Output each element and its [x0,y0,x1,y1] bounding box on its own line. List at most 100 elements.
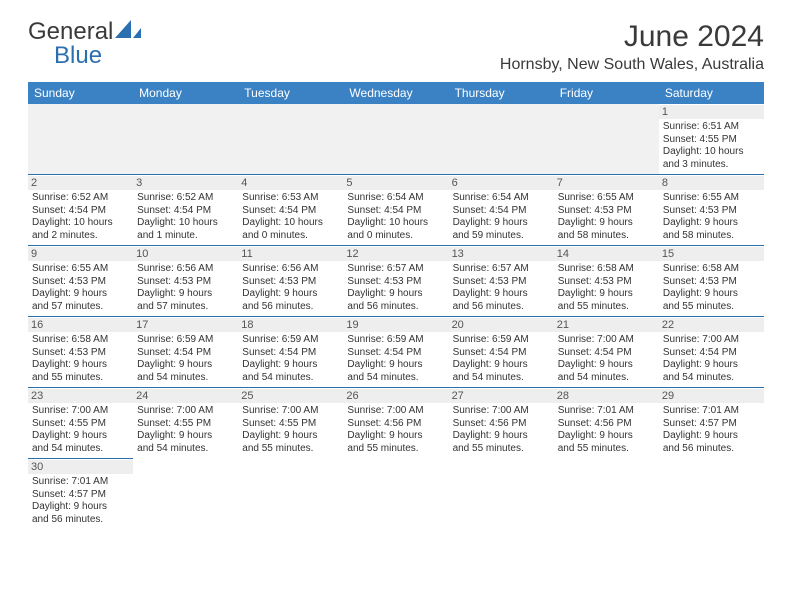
sunset-text: Sunset: 4:53 PM [663,276,760,289]
day2-text: and 58 minutes. [663,230,760,243]
day2-text: and 55 minutes. [453,443,550,456]
day2-text: and 54 minutes. [137,443,234,456]
day2-text: and 54 minutes. [32,443,129,456]
sunset-text: Sunset: 4:54 PM [558,347,655,360]
day1-text: Daylight: 9 hours [558,217,655,230]
sunrise-text: Sunrise: 6:59 AM [453,334,550,347]
sunrise-text: Sunrise: 7:00 AM [32,405,129,418]
sunset-text: Sunset: 4:56 PM [453,418,550,431]
calendar-cell: 1Sunrise: 6:51 AMSunset: 4:55 PMDaylight… [659,104,764,175]
brand-part2: Blue [54,42,102,69]
calendar-cell: 29Sunrise: 7:01 AMSunset: 4:57 PMDayligh… [659,388,764,459]
sunrise-text: Sunrise: 6:57 AM [347,263,444,276]
calendar-table: SundayMondayTuesdayWednesdayThursdayFrid… [28,82,764,529]
day2-text: and 3 minutes. [663,159,760,172]
calendar-cell: 17Sunrise: 6:59 AMSunset: 4:54 PMDayligh… [133,317,238,388]
day2-text: and 54 minutes. [137,372,234,385]
sunset-text: Sunset: 4:56 PM [347,418,444,431]
day1-text: Daylight: 9 hours [453,288,550,301]
day-number: 13 [449,247,554,261]
day1-text: Daylight: 9 hours [137,359,234,372]
day-number: 24 [133,389,238,403]
sail-icon [115,20,141,38]
day1-text: Daylight: 9 hours [663,430,760,443]
day-header: Wednesday [343,82,448,104]
day2-text: and 56 minutes. [663,443,760,456]
sunrise-text: Sunrise: 7:00 AM [558,334,655,347]
calendar-cell: 30Sunrise: 7:01 AMSunset: 4:57 PMDayligh… [28,459,133,530]
day1-text: Daylight: 9 hours [347,359,444,372]
day2-text: and 54 minutes. [242,372,339,385]
sunrise-text: Sunrise: 6:58 AM [663,263,760,276]
day1-text: Daylight: 9 hours [663,217,760,230]
day1-text: Daylight: 9 hours [453,359,550,372]
calendar-cell [133,104,238,175]
calendar-cell: 27Sunrise: 7:00 AMSunset: 4:56 PMDayligh… [449,388,554,459]
day1-text: Daylight: 10 hours [347,217,444,230]
calendar-cell: 22Sunrise: 7:00 AMSunset: 4:54 PMDayligh… [659,317,764,388]
day-number: 4 [238,176,343,190]
sunset-text: Sunset: 4:56 PM [558,418,655,431]
day1-text: Daylight: 9 hours [663,288,760,301]
calendar-cell [133,459,238,530]
calendar-cell [659,459,764,530]
calendar-cell: 19Sunrise: 6:59 AMSunset: 4:54 PMDayligh… [343,317,448,388]
day-number: 6 [449,176,554,190]
sunset-text: Sunset: 4:53 PM [137,276,234,289]
location: Hornsby, New South Wales, Australia [500,56,764,74]
calendar-cell: 26Sunrise: 7:00 AMSunset: 4:56 PMDayligh… [343,388,448,459]
day-number: 2 [28,176,133,190]
day1-text: Daylight: 9 hours [137,430,234,443]
sunrise-text: Sunrise: 6:53 AM [242,192,339,205]
sunset-text: Sunset: 4:55 PM [242,418,339,431]
day-header: Sunday [28,82,133,104]
calendar-cell: 15Sunrise: 6:58 AMSunset: 4:53 PMDayligh… [659,246,764,317]
day1-text: Daylight: 9 hours [558,359,655,372]
day-number: 1 [659,105,764,119]
day2-text: and 55 minutes. [32,372,129,385]
day-header: Tuesday [238,82,343,104]
sunrise-text: Sunrise: 6:52 AM [32,192,129,205]
calendar-cell [449,459,554,530]
sunset-text: Sunset: 4:53 PM [558,276,655,289]
day1-text: Daylight: 9 hours [242,288,339,301]
sunset-text: Sunset: 4:53 PM [242,276,339,289]
day1-text: Daylight: 10 hours [663,146,760,159]
sunrise-text: Sunrise: 6:51 AM [663,121,760,134]
calendar-cell: 25Sunrise: 7:00 AMSunset: 4:55 PMDayligh… [238,388,343,459]
day1-text: Daylight: 10 hours [137,217,234,230]
day-number: 20 [449,318,554,332]
sunrise-text: Sunrise: 6:55 AM [32,263,129,276]
calendar-cell: 14Sunrise: 6:58 AMSunset: 4:53 PMDayligh… [554,246,659,317]
day1-text: Daylight: 9 hours [453,217,550,230]
day2-text: and 59 minutes. [453,230,550,243]
calendar-cell: 6Sunrise: 6:54 AMSunset: 4:54 PMDaylight… [449,175,554,246]
sunset-text: Sunset: 4:54 PM [32,205,129,218]
sunrise-text: Sunrise: 6:57 AM [453,263,550,276]
day1-text: Daylight: 9 hours [453,430,550,443]
sunset-text: Sunset: 4:57 PM [32,489,129,502]
day-number: 12 [343,247,448,261]
calendar-cell: 11Sunrise: 6:56 AMSunset: 4:53 PMDayligh… [238,246,343,317]
calendar-cell: 24Sunrise: 7:00 AMSunset: 4:55 PMDayligh… [133,388,238,459]
day-header: Saturday [659,82,764,104]
sunrise-text: Sunrise: 6:59 AM [137,334,234,347]
sunrise-text: Sunrise: 7:01 AM [32,476,129,489]
day2-text: and 0 minutes. [347,230,444,243]
calendar-cell: 28Sunrise: 7:01 AMSunset: 4:56 PMDayligh… [554,388,659,459]
sunset-text: Sunset: 4:54 PM [453,347,550,360]
day1-text: Daylight: 10 hours [32,217,129,230]
day2-text: and 58 minutes. [558,230,655,243]
day1-text: Daylight: 9 hours [663,359,760,372]
sunrise-text: Sunrise: 7:00 AM [242,405,339,418]
day2-text: and 56 minutes. [453,301,550,314]
sunrise-text: Sunrise: 7:00 AM [137,405,234,418]
sunset-text: Sunset: 4:53 PM [347,276,444,289]
sunset-text: Sunset: 4:53 PM [558,205,655,218]
day2-text: and 54 minutes. [347,372,444,385]
sunset-text: Sunset: 4:54 PM [242,205,339,218]
calendar-cell: 12Sunrise: 6:57 AMSunset: 4:53 PMDayligh… [343,246,448,317]
day2-text: and 56 minutes. [32,514,129,527]
day1-text: Daylight: 9 hours [32,430,129,443]
sunset-text: Sunset: 4:54 PM [137,205,234,218]
